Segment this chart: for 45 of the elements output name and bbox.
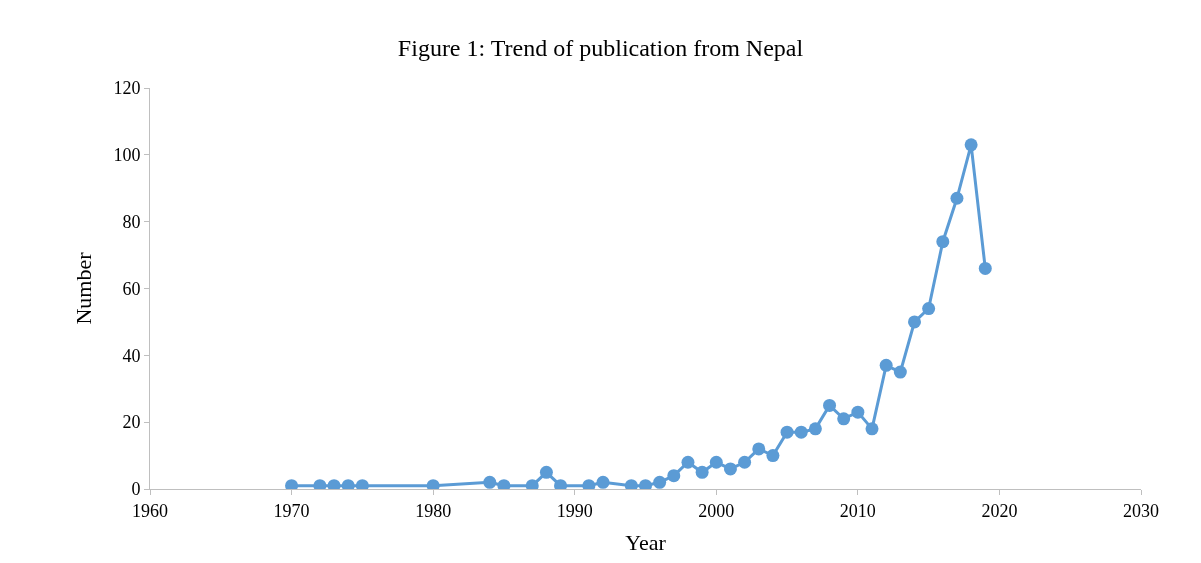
x-tick-label: 2010 bbox=[839, 500, 876, 521]
point bbox=[837, 412, 851, 426]
y-tick-label: 120 bbox=[113, 78, 141, 99]
point bbox=[766, 449, 780, 463]
x-tick-label: 1970 bbox=[273, 500, 310, 521]
y-tick-label: 100 bbox=[113, 145, 141, 166]
point bbox=[950, 191, 964, 205]
point bbox=[794, 425, 808, 439]
point bbox=[596, 475, 610, 489]
point bbox=[851, 405, 865, 419]
point bbox=[808, 422, 822, 436]
point bbox=[695, 465, 709, 479]
y-tick-label: 80 bbox=[122, 211, 141, 232]
point bbox=[908, 315, 921, 329]
x-axis-title: Year bbox=[625, 530, 667, 556]
y-tick-label: 0 bbox=[131, 479, 141, 500]
point bbox=[483, 475, 497, 489]
point bbox=[752, 442, 766, 456]
point bbox=[681, 455, 695, 469]
x-tick-label: 1980 bbox=[415, 500, 452, 521]
x-tick-label: 2000 bbox=[698, 500, 735, 521]
point bbox=[879, 358, 893, 372]
point bbox=[978, 261, 992, 275]
point bbox=[922, 302, 936, 316]
point bbox=[893, 365, 907, 379]
point bbox=[709, 455, 723, 469]
x-tick-label: 2020 bbox=[981, 500, 1018, 521]
chart-title: Figure 1: Trend of publication from Nepal bbox=[397, 35, 804, 62]
point bbox=[865, 422, 879, 436]
point bbox=[936, 235, 950, 249]
point bbox=[738, 455, 752, 469]
point bbox=[723, 462, 737, 476]
point bbox=[667, 469, 681, 483]
y-axis-title: Number bbox=[71, 251, 97, 325]
y-tick-label: 60 bbox=[122, 278, 141, 299]
x-tick-label: 2030 bbox=[1123, 500, 1159, 521]
point bbox=[823, 398, 837, 412]
x-tick-label: 1960 bbox=[132, 500, 168, 521]
point bbox=[539, 465, 553, 479]
y-tick-label: 20 bbox=[122, 412, 141, 433]
point bbox=[653, 475, 667, 489]
point bbox=[780, 425, 794, 439]
y-tick-label: 40 bbox=[122, 345, 141, 366]
x-tick-label: 1990 bbox=[556, 500, 593, 521]
point bbox=[964, 138, 978, 152]
